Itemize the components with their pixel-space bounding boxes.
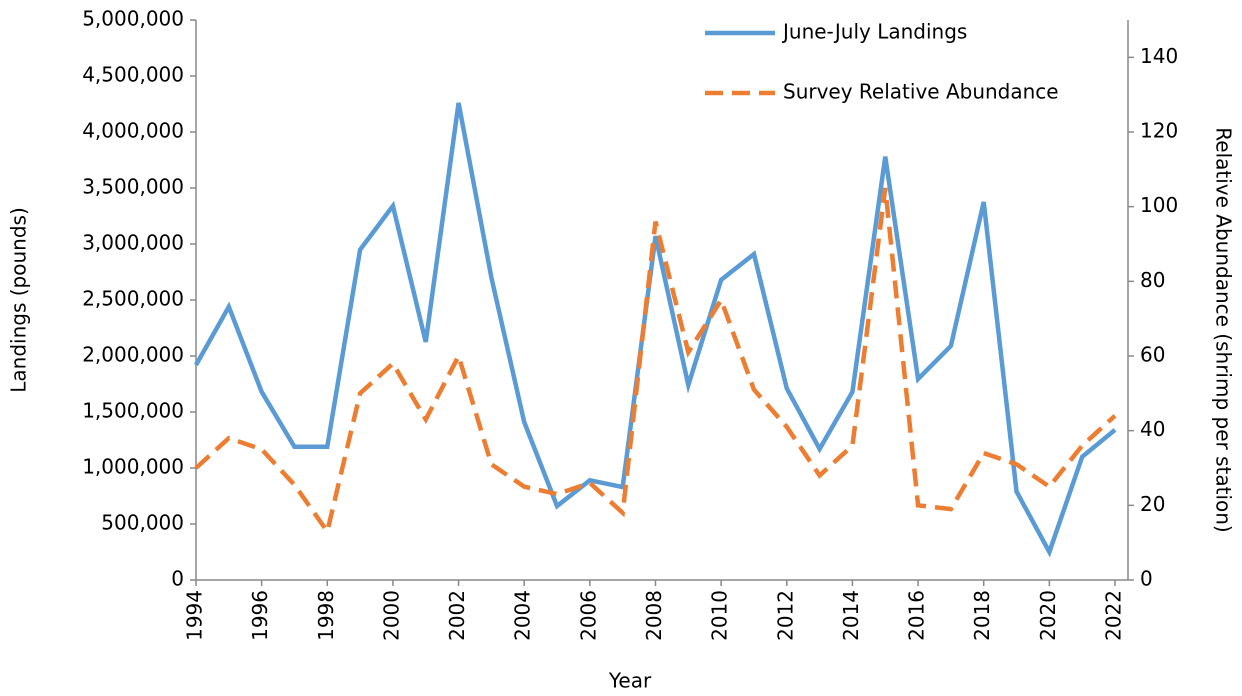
x-tick-label: 2004 — [511, 590, 535, 641]
y-tick-label: 3,000,000 — [82, 231, 184, 255]
x-tick-label: 1996 — [248, 590, 272, 641]
y2-tick-label: 100 — [1140, 193, 1178, 217]
y2-tick-label: 120 — [1140, 119, 1178, 143]
x-tick-label: 2012 — [773, 590, 797, 641]
x-axis-title: Year — [608, 669, 652, 693]
x-tick-label: 2018 — [970, 590, 994, 641]
y2-tick-label: 60 — [1140, 343, 1165, 367]
y-tick-label: 500,000 — [101, 511, 184, 535]
y-tick-label: 3,500,000 — [82, 175, 184, 199]
x-tick-label: 2000 — [379, 590, 403, 641]
x-tick-label: 1998 — [314, 590, 338, 641]
y-tick-label: 2,000,000 — [82, 343, 184, 367]
x-tick-label: 2006 — [576, 590, 600, 641]
legend-label: Survey Relative Abundance — [783, 80, 1059, 104]
y-tick-label: 4,000,000 — [82, 119, 184, 143]
y2-tick-label: 0 — [1140, 567, 1153, 591]
x-tick-label: 2020 — [1036, 590, 1060, 641]
x-tick-label: 1994 — [183, 590, 207, 641]
y-axis-title: Landings (pounds) — [7, 207, 31, 392]
y2-tick-label: 20 — [1140, 492, 1165, 516]
legend-label: June-July Landings — [781, 20, 967, 44]
y2-tick-label: 40 — [1140, 417, 1165, 441]
y-tick-label: 1,000,000 — [82, 455, 184, 479]
x-tick-label: 2002 — [445, 590, 469, 641]
x-tick-label: 2022 — [1102, 590, 1126, 641]
x-tick-label: 2008 — [642, 590, 666, 641]
x-tick-label: 2014 — [839, 590, 863, 641]
y-tick-label: 0 — [171, 567, 184, 591]
series-line — [194, 102, 1117, 558]
y-tick-label: 1,500,000 — [82, 399, 184, 423]
y-tick-label: 4,500,000 — [82, 63, 184, 87]
y2-tick-label: 140 — [1140, 44, 1178, 68]
y-tick-label: 5,000,000 — [82, 7, 184, 31]
y2-tick-label: 80 — [1140, 268, 1165, 292]
x-tick-label: 2016 — [905, 590, 929, 641]
x-tick-label: 2010 — [708, 590, 732, 641]
y-tick-label: 2,500,000 — [82, 287, 184, 311]
series-line — [194, 187, 1117, 537]
y2-axis-title: Relative Abundance (shrimp per station) — [1212, 127, 1236, 532]
